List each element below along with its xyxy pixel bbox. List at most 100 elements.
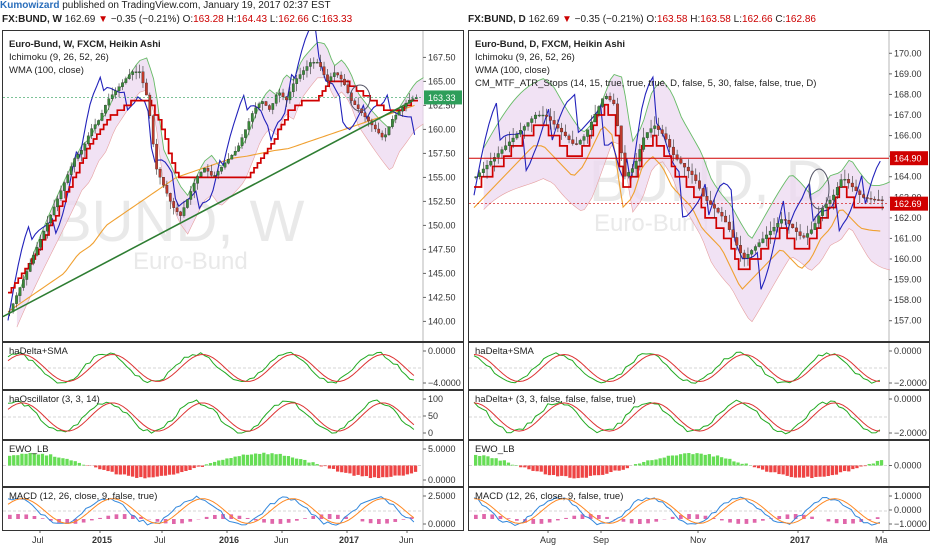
candle-body (356, 104, 360, 109)
candle-body (843, 179, 847, 181)
ewo-bar (213, 461, 217, 466)
candle-body (326, 74, 329, 81)
candle-body (39, 239, 42, 248)
left-main-chart[interactable]: BUND, W Euro-Bund 167.50 165.00 162.50 160.… (2, 30, 464, 342)
indicator-panel-2[interactable]: 0.0000 −2.0000 haDelta+ (3, 3, false, fals… (468, 390, 930, 440)
ewo-bar (830, 465, 834, 476)
right-time-axis[interactable]: Aug Sep Nov 2017 Ma (468, 530, 928, 548)
left-indicator-wma[interactable]: WMA (100, close) (9, 65, 84, 76)
right-main-chart[interactable]: BUND, D Euro-Bund 170.00169.00168.00167.… (468, 30, 930, 342)
ewo-bar (752, 465, 757, 468)
candle-body (121, 82, 124, 87)
candle-body (873, 198, 877, 201)
candle-body (15, 295, 18, 304)
macd-histogram-bar (319, 514, 324, 519)
author-link[interactable]: Kumowizard (0, 0, 60, 11)
right-close: 162.86 (785, 14, 816, 25)
indicator-tick-label: 0.0000 (428, 346, 456, 356)
indicator-panel-2[interactable]: 100 50 0 haOscillator (3, 3, 14) (2, 390, 464, 440)
candle-body (322, 66, 326, 75)
ewo-bar (711, 456, 716, 466)
indicator-panel-3[interactable]: 0.0000 EWO_LB (468, 440, 930, 487)
candle-body (526, 122, 530, 127)
candle-body (668, 139, 672, 148)
right-symbol[interactable]: FX:BUND, D (468, 14, 526, 25)
indicator-panel-1[interactable]: 0.0000 −2.0000 haDelta+SMA (468, 342, 930, 390)
candle-body (545, 114, 549, 117)
indicator-panel-4[interactable]: 1.0000 0.0000 −1.0000 MACD (12, 26, close, … (468, 487, 930, 531)
ewo-bar (409, 465, 414, 474)
right-indicator-wma[interactable]: WMA (100, close) (475, 65, 550, 76)
ewo-bar (303, 459, 307, 466)
left-indicator-ichimoku[interactable]: Ichimoku (9, 26, 52, 26) (9, 52, 109, 63)
ewo-bar (646, 460, 650, 466)
time-tick-label: 2016 (219, 535, 239, 545)
candle-body (80, 150, 83, 155)
macd-histogram-bar (237, 515, 242, 519)
ewo-bar (802, 465, 806, 478)
left-symbol[interactable]: FX:BUND, W (2, 14, 62, 25)
macd-histogram-bar (793, 514, 798, 519)
candle-body (724, 215, 728, 223)
candle-body (32, 255, 35, 264)
ewo-bar (270, 453, 274, 466)
ewo-bar (658, 458, 662, 466)
indicator-label[interactable]: haDelta+ (3, 3, false, false, false, tru… (475, 394, 636, 405)
ewo-bar (551, 465, 556, 476)
ewo-bar (155, 465, 159, 477)
indicator-panel-4[interactable]: 2.5000 0.0000 MACD (12, 26, close, 9, fals… (2, 487, 464, 531)
ewo-bar (118, 465, 122, 475)
indicator-tick-label: 0.0000 (428, 475, 456, 485)
candle-body (862, 194, 865, 198)
macd-histogram-bar (49, 519, 53, 521)
candle-body (619, 125, 623, 154)
candle-body (601, 98, 605, 107)
indicator-label[interactable]: haDelta+SMA (9, 346, 68, 357)
candle-body (623, 152, 627, 177)
indicator-panel-1[interactable]: 0.0000 −4.0000 haDelta+SMA (2, 342, 464, 390)
macd-histogram-bar (506, 518, 511, 519)
macd-histogram-bar (597, 515, 601, 519)
right-indicator-atr-stops[interactable]: CM_MTF_ATR_Stops (14, 15, true, true, tr… (475, 78, 817, 89)
right-indicator-ichimoku[interactable]: Ichimoku (9, 26, 52, 26) (475, 52, 575, 63)
ewo-bar (377, 465, 381, 479)
indicator-svg: 1.0000 0.0000 −1.0000 (469, 488, 927, 530)
indicator-label[interactable]: MACD (12, 26, close, 9, false, true) (9, 491, 158, 502)
candle-body (329, 76, 333, 81)
indicator-label[interactable]: haOscillator (3, 3, 14) (9, 394, 100, 405)
candle-body (690, 170, 694, 175)
indicator-label[interactable]: haDelta+SMA (475, 346, 534, 357)
ewo-bar (192, 465, 196, 469)
macd-histogram-bar (40, 518, 45, 519)
ewo-bar (523, 465, 527, 468)
macd-histogram-bar (409, 517, 414, 519)
candle-body (709, 200, 713, 205)
ewo-bar (122, 465, 127, 475)
time-tick-label: Jul (154, 535, 166, 545)
ewo-bar (315, 464, 319, 466)
candle-body (791, 223, 795, 229)
indicator-label[interactable]: EWO_LB (475, 444, 515, 455)
indicator-panel-3[interactable]: 5.0000 0.0000 EWO_LB (2, 440, 464, 487)
ewo-bar (233, 456, 237, 466)
indicator-svg: 5.0000 0.0000 (3, 441, 456, 486)
indicator-label[interactable]: MACD (12, 26, close, 9, false, true) (475, 491, 624, 502)
macd-histogram-bar (385, 519, 389, 524)
ewo-bar (806, 465, 810, 477)
candle-body (182, 207, 186, 216)
candle-body (291, 83, 295, 93)
indicator-tick-label: 0.0000 (894, 461, 922, 471)
ewo-bar (405, 465, 409, 475)
right-last: 162.69 (528, 14, 560, 25)
indicator-label[interactable]: EWO_LB (9, 444, 49, 455)
left-time-axis[interactable]: Jul 2015 Jul 2016 Jun 2017 Jun (2, 530, 462, 548)
ewo-bar (654, 459, 658, 466)
ewo-bar (61, 458, 65, 466)
ewo-bar (547, 465, 552, 476)
indicator-tick-label: 1.0000 (894, 491, 922, 501)
candle-body (247, 121, 251, 130)
ewo-bar (413, 465, 418, 472)
candle-body (100, 113, 104, 121)
macd-histogram-bar (802, 514, 806, 519)
